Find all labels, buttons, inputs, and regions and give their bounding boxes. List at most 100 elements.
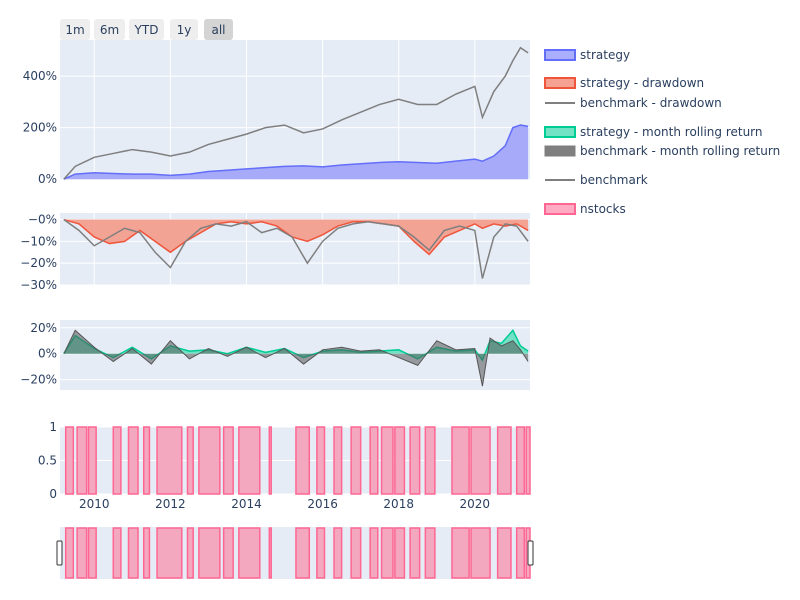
range-slider-segment (186, 527, 194, 579)
range-button-ytd[interactable]: YTD (129, 19, 164, 40)
legend-label: benchmark (580, 173, 648, 187)
nstocks-segment (424, 426, 436, 495)
legend-swatch (544, 77, 576, 89)
range-button-bg[interactable] (170, 19, 198, 40)
nstocks-segment (222, 426, 234, 495)
y-tick-label: −20% (20, 373, 57, 387)
range-slider-segment (369, 527, 379, 579)
range-button-bg[interactable] (94, 19, 125, 40)
nstocks-segment (87, 426, 97, 495)
range-button-bg[interactable] (129, 19, 164, 40)
range-button-all[interactable]: all (204, 19, 233, 40)
range-slider-segment (470, 527, 491, 579)
legend-item[interactable]: benchmark (545, 173, 648, 187)
range-slider-segment (350, 527, 362, 579)
range-slider-segment (76, 527, 88, 579)
strategy-area (63, 125, 529, 180)
range-slider-segment (156, 527, 183, 579)
range-slider-segment (515, 527, 526, 579)
range-slider-segment (127, 527, 139, 579)
nstocks-segment (186, 426, 194, 495)
legend-item[interactable]: benchmark - drawdown (545, 96, 722, 110)
plot-area-1 (60, 40, 530, 180)
nstocks-segment (470, 426, 491, 495)
range-slider[interactable] (56, 527, 534, 579)
nstocks-segment (350, 426, 362, 495)
range-slider-segment (333, 527, 343, 579)
range-button-label: 1m (65, 23, 84, 37)
range-slider-segment (222, 527, 234, 579)
range-button-label: 6m (100, 23, 119, 37)
x-tick-label: 2020 (460, 497, 491, 511)
strategy-drawdown-area (63, 219, 529, 255)
range-button-6m[interactable]: 6m (94, 19, 125, 40)
nstocks-segment (333, 426, 343, 495)
range-button-label: YTD (134, 23, 159, 37)
range-button-1y[interactable]: 1y (170, 19, 198, 40)
x-tick-label: 2018 (383, 497, 414, 511)
legend-swatch (544, 49, 576, 61)
benchmark-line (63, 46, 529, 180)
nstocks-segment (64, 426, 75, 495)
benchmark-rolling-line (63, 329, 529, 387)
y-tick-label: 0 (49, 487, 57, 501)
nstocks-segment (409, 426, 421, 495)
y-tick-label: 0.5 (38, 454, 57, 468)
legend-label: strategy - drawdown (580, 76, 704, 90)
nstocks-segment (76, 426, 88, 495)
range-slider-segment (64, 527, 75, 579)
nstocks-segment (112, 426, 122, 495)
y-tick-label: 200% (23, 121, 57, 135)
y-tick-label: 20% (30, 321, 57, 335)
legend-swatch (544, 126, 576, 138)
legend-item[interactable]: strategy - drawdown (544, 76, 704, 90)
nstocks-segment (451, 426, 470, 495)
nstocks-segment (198, 426, 221, 495)
range-slider-segment (409, 527, 421, 579)
range-slider-segment (394, 527, 406, 579)
range-slider-segment (316, 527, 326, 579)
range-slider-segment (451, 527, 470, 579)
range-slider-segment (142, 527, 151, 579)
nstocks-segment (380, 426, 394, 495)
strategy-line (63, 124, 529, 180)
range-button-1m[interactable]: 1m (60, 19, 90, 40)
legend-item[interactable]: nstocks (544, 202, 626, 216)
legend-item[interactable]: benchmark - month rolling return (544, 144, 780, 158)
range-slider-right-handle[interactable] (527, 540, 534, 566)
nstocks-segment (142, 426, 151, 495)
legend-item[interactable]: strategy (544, 48, 630, 62)
range-slider-segment (295, 527, 311, 579)
legend-swatch (544, 203, 576, 215)
y-tick-label: −20% (20, 256, 57, 270)
nstocks-segment (295, 426, 311, 495)
y-tick-label: −30% (20, 278, 57, 292)
nstocks-segment (268, 426, 272, 495)
x-tick-label: 2016 (307, 497, 338, 511)
range-slider-left-handle[interactable] (56, 540, 63, 566)
y-tick-label: 0% (38, 172, 57, 186)
nstocks-segment (156, 426, 183, 495)
nstocks-segment (238, 426, 261, 495)
range-button-bg[interactable] (204, 19, 233, 40)
legend-label: benchmark - month rolling return (580, 144, 780, 158)
nstocks-segment (127, 426, 139, 495)
legend-label: strategy (580, 48, 630, 62)
nstocks-segment (369, 426, 379, 495)
legend-label: benchmark - drawdown (580, 96, 722, 110)
range-slider-segment (496, 527, 512, 579)
range-slider-segment (380, 527, 394, 579)
range-button-label: all (211, 23, 225, 37)
legend-swatch (544, 145, 576, 157)
range-slider-segment (424, 527, 436, 579)
benchmark-drawdown-line (63, 218, 529, 279)
range-slider-segment (238, 527, 261, 579)
y-tick-label: −0% (28, 213, 57, 227)
legend-label: nstocks (580, 202, 626, 216)
legend-item[interactable]: strategy - month rolling return (544, 125, 763, 139)
y-tick-label: 0% (38, 347, 57, 361)
legend-label: strategy - month rolling return (580, 125, 763, 139)
range-button-bg[interactable] (60, 19, 90, 40)
